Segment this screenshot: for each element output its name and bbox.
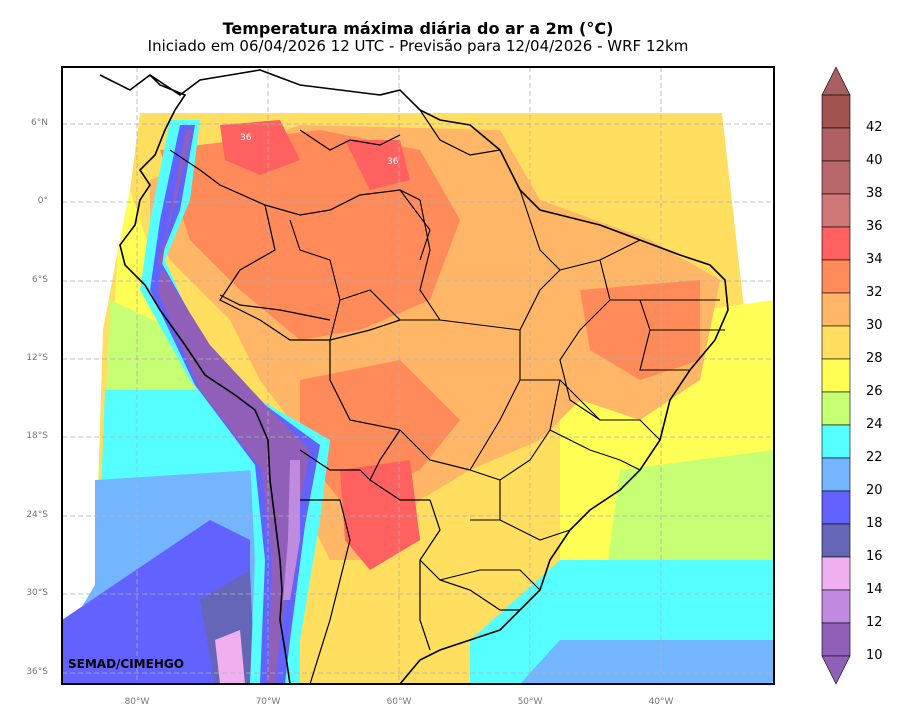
lat-gridlines <box>62 123 774 674</box>
colorbar-swatch <box>821 226 851 261</box>
colorbar-tick-label: 38 <box>866 185 883 201</box>
lon-gridlines <box>136 67 662 684</box>
colorbar-tick-label: 40 <box>866 152 883 168</box>
colorbar-tick-label: 30 <box>866 317 883 333</box>
colorbar-swatch <box>821 622 851 657</box>
colorbar-swatch <box>821 490 851 525</box>
lat-label-36s: 36°S <box>26 667 48 677</box>
lat-label-24s: 24°S <box>26 510 48 520</box>
lon-label-80w: 80°W <box>124 697 150 707</box>
colorbar <box>821 66 851 685</box>
lon-label-50w: 50°W <box>517 697 543 707</box>
colorbar-tick-label: 24 <box>866 416 883 432</box>
colorbar-tick-label: 20 <box>866 482 883 498</box>
colorbar-arrow-down <box>821 655 851 685</box>
colorbar-swatch <box>821 391 851 426</box>
pacific-blue-zone <box>62 520 250 684</box>
lat-label-18s: 18°S <box>26 431 48 441</box>
colorbar-tick-label: 28 <box>866 350 883 366</box>
colorbar-tick-label: 32 <box>866 284 883 300</box>
max-label-36-colombia: 36 <box>240 133 252 143</box>
colorbar-swatch <box>821 358 851 393</box>
colorbar-tick-label: 26 <box>866 383 883 399</box>
colorbar-swatch <box>821 424 851 459</box>
colorbar-swatch <box>821 556 851 591</box>
lat-label-30s: 30°S <box>26 588 48 598</box>
colorbar-swatch <box>821 457 851 492</box>
lat-label-6s: 6°S <box>32 275 48 285</box>
land-red-orange-field-east <box>580 280 700 380</box>
colorbar-swatch <box>821 325 851 360</box>
south-america-coastline <box>99 69 729 684</box>
colorbar-swatch <box>821 127 851 162</box>
map-subtitle: Iniciado em 06/04/2026 12 UTC - Previsão… <box>147 37 689 55</box>
colorbar-swatch <box>821 292 851 327</box>
colorbar-swatch <box>821 94 851 129</box>
colorbar-tick-label: 14 <box>866 581 883 597</box>
colorbar-arrow-up <box>821 66 851 96</box>
credit-label: SEMAD/CIMEHGO <box>68 657 184 671</box>
andes-cold-southern-pink <box>215 630 245 684</box>
state-borders <box>289 189 725 591</box>
colorbar-swatch <box>821 259 851 294</box>
atlantic-blue-zone <box>520 640 774 684</box>
lon-label-60w: 60°W <box>386 697 412 707</box>
lat-label-6n: 6°N <box>31 118 48 128</box>
land-red-orange-field-south <box>300 360 460 500</box>
caribbean-outside-domain <box>62 67 774 113</box>
colorbar-tick-label: 22 <box>866 449 883 465</box>
lon-label-70w: 70°W <box>255 697 281 707</box>
map-title: Temperatura máxima diária do ar a 2m (°C… <box>222 19 614 38</box>
colorbar-tick-label: 18 <box>866 515 883 531</box>
colorbar-tick-label: 42 <box>866 119 883 135</box>
colorbar-tick-label: 36 <box>866 218 883 234</box>
lat-label-12s: 12°S <box>26 353 48 363</box>
colorbar-tick-label: 34 <box>866 251 883 267</box>
colorbar-swatch <box>821 589 851 624</box>
land-hot-north <box>345 140 410 190</box>
colorbar-swatch <box>821 523 851 558</box>
map-frame <box>61 66 775 685</box>
lon-label-40w: 40°W <box>648 697 674 707</box>
land-hot-chaco <box>340 460 420 570</box>
colorbar-tick-label: 12 <box>866 614 883 630</box>
colorbar-swatch <box>821 193 851 228</box>
land-hot-colombia <box>220 120 300 175</box>
colorbar-tick-label: 16 <box>866 548 883 564</box>
colorbar-swatch <box>821 160 851 195</box>
colorbar-tick-label: 10 <box>866 647 883 663</box>
andes-cold-core <box>158 130 310 684</box>
andes-cold-pink <box>283 460 300 600</box>
max-label-36-roraima: 36 <box>387 157 399 167</box>
lat-label-0: 0° <box>37 196 48 206</box>
